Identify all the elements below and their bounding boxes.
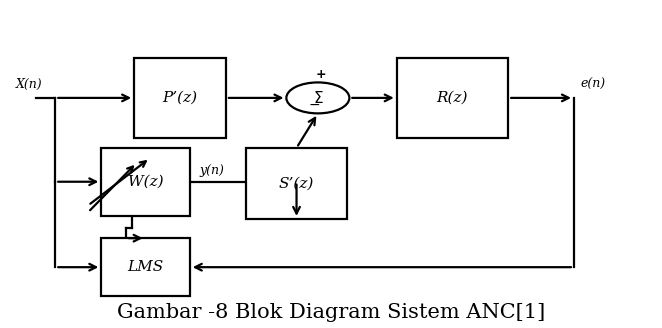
Text: Gambar -8 Blok Diagram Sistem ANC[1]: Gambar -8 Blok Diagram Sistem ANC[1] — [117, 303, 545, 322]
FancyBboxPatch shape — [134, 58, 226, 138]
Text: LMS: LMS — [127, 260, 164, 274]
Text: W(z): W(z) — [128, 175, 164, 189]
Text: y(n): y(n) — [200, 164, 224, 177]
Text: P’(z): P’(z) — [162, 91, 197, 105]
FancyBboxPatch shape — [101, 148, 190, 215]
Text: $\Sigma$: $\Sigma$ — [312, 90, 323, 106]
Text: e(n): e(n) — [581, 78, 606, 91]
Text: −: − — [308, 98, 320, 112]
FancyBboxPatch shape — [397, 58, 508, 138]
Text: R(z): R(z) — [437, 91, 468, 105]
Text: +: + — [316, 68, 326, 81]
FancyBboxPatch shape — [101, 238, 190, 296]
Text: X(n): X(n) — [16, 78, 42, 91]
FancyBboxPatch shape — [246, 148, 348, 219]
Text: S’(z): S’(z) — [279, 176, 314, 190]
